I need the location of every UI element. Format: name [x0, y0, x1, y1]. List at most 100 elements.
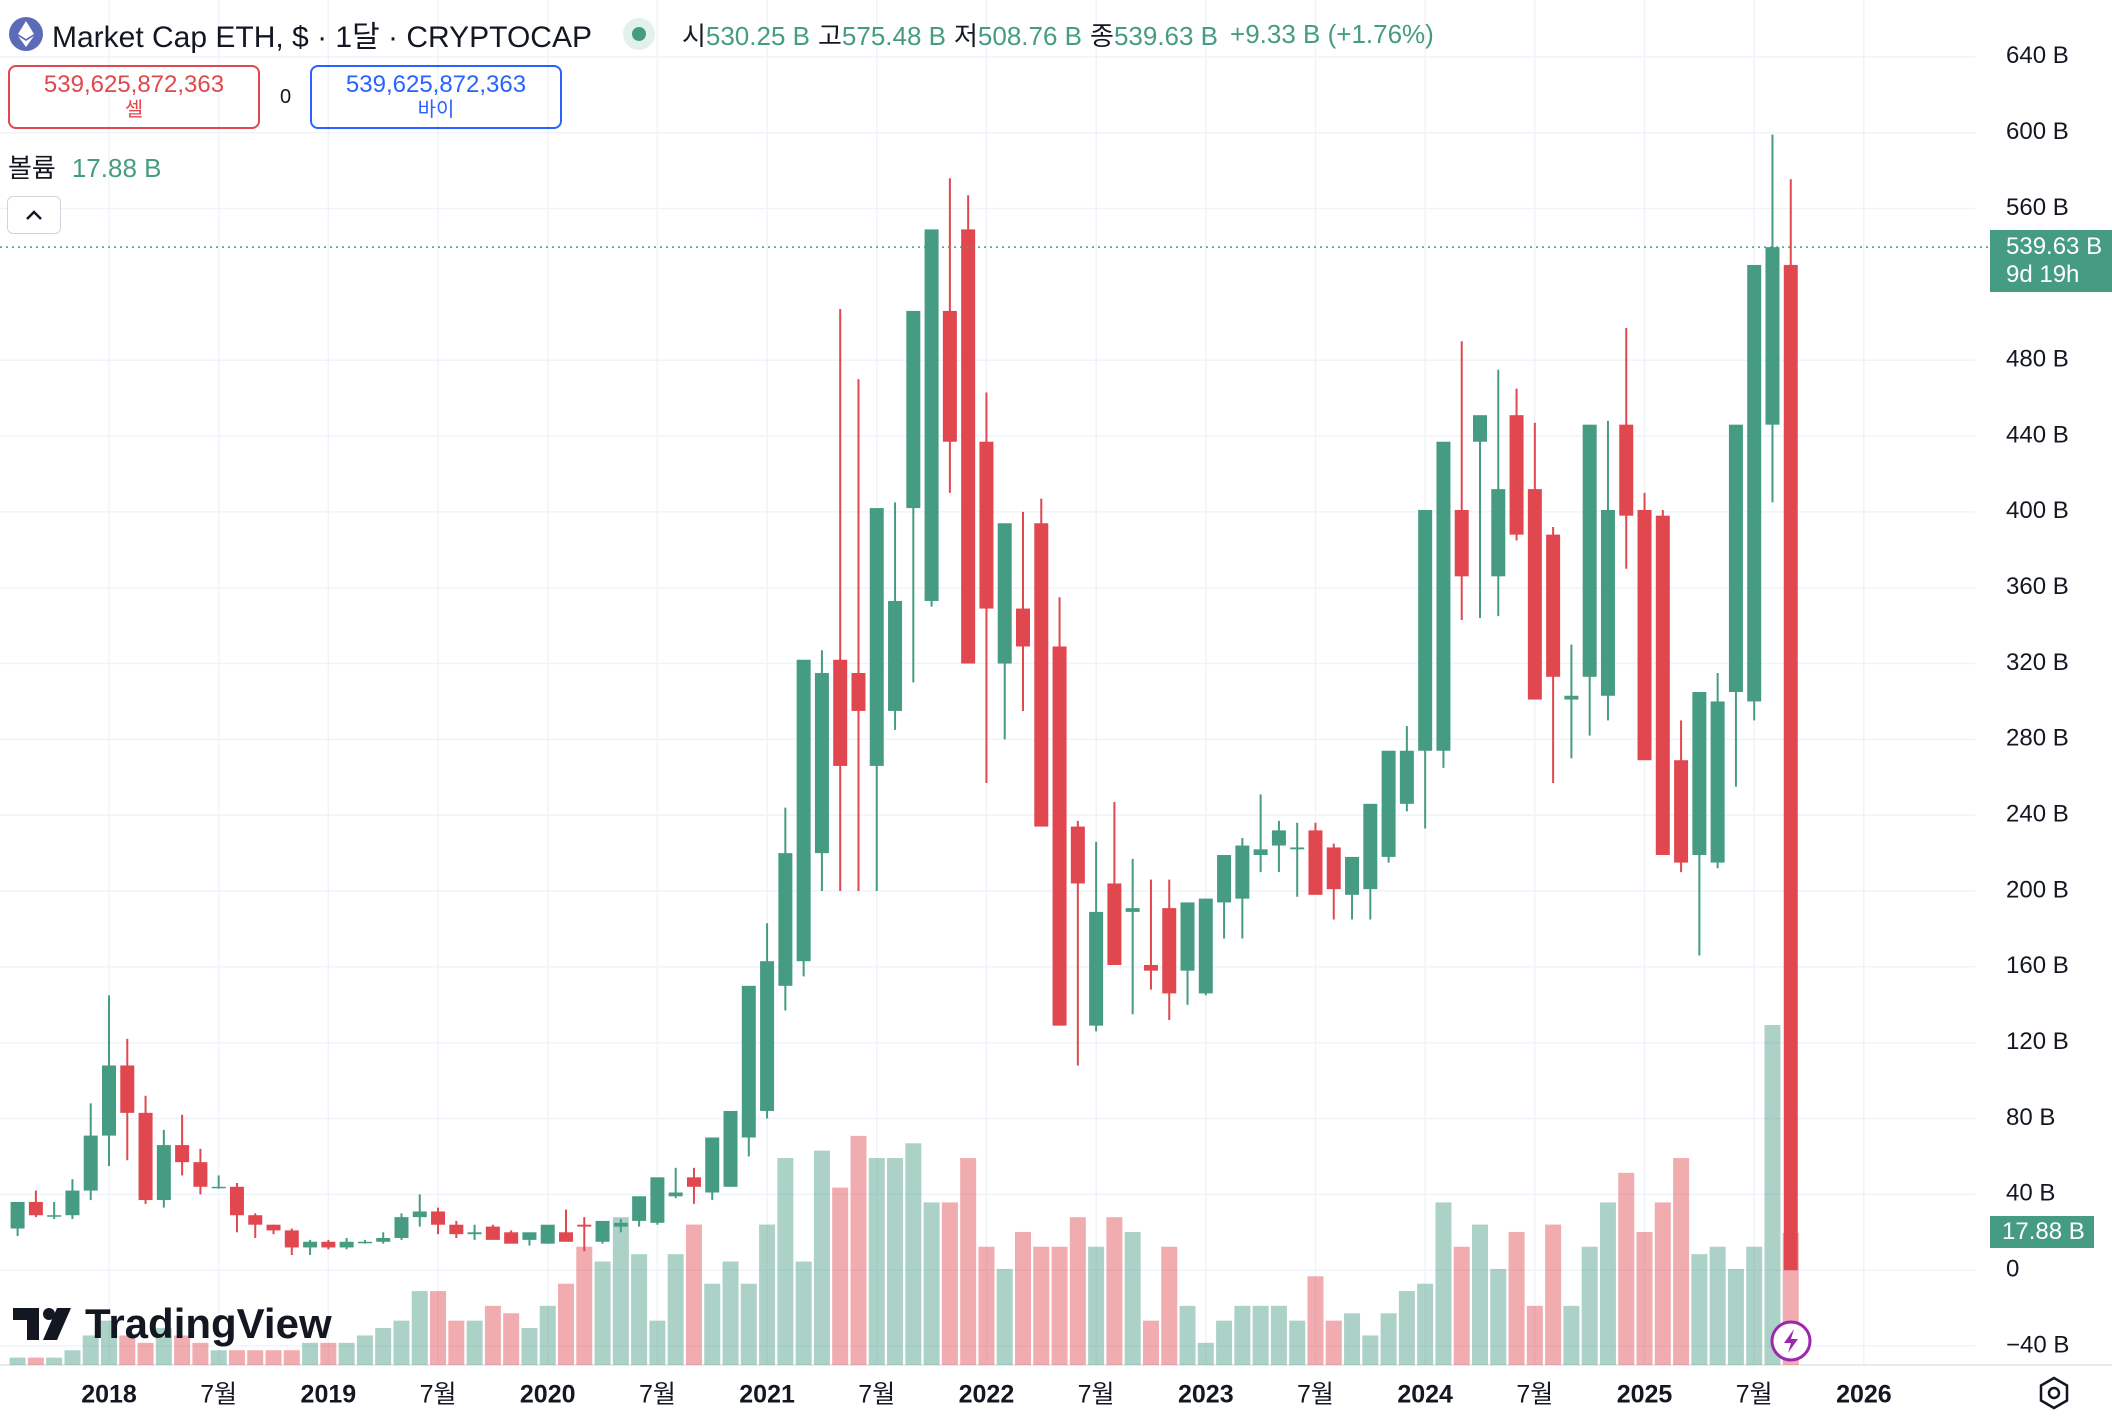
- x-tick-label: 2019: [301, 1381, 357, 1409]
- candle-body: [339, 1241, 354, 1248]
- y-tick-label: −40 B: [2006, 1331, 2069, 1358]
- candle-body: [833, 659, 848, 766]
- volume-tag: 17.88 B: [1990, 1216, 2094, 1248]
- candle-body: [1546, 534, 1561, 677]
- x-tick-label: 2020: [520, 1381, 576, 1409]
- volume-legend: 볼륨 17.88 B: [8, 148, 161, 185]
- volume-bar: [448, 1320, 465, 1365]
- candle-body: [120, 1065, 135, 1113]
- y-tick-label: 400 B: [2006, 497, 2069, 524]
- x-tick-label: 7월: [639, 1381, 676, 1409]
- volume-bar: [923, 1202, 940, 1365]
- status-dot: [622, 18, 655, 50]
- candle-body: [1655, 515, 1670, 856]
- volume-bar: [302, 1342, 319, 1365]
- volume-bar: [174, 1335, 191, 1365]
- volume-bar: [119, 1335, 136, 1365]
- price-tag: 539.63 B 9d 19h: [1990, 230, 2112, 292]
- volume-bar: [777, 1158, 794, 1365]
- eth-icon: [9, 17, 43, 51]
- candle-body: [1235, 845, 1250, 899]
- change: +9.33 B (+1.76%): [1230, 18, 1434, 49]
- x-tick-label: 2026: [1836, 1381, 1892, 1409]
- volume-bar: [722, 1261, 739, 1365]
- price-tag-value: 539.63 B: [2006, 233, 2103, 260]
- candle-body: [1783, 264, 1798, 1271]
- y-tick-label: 40 B: [2006, 1180, 2055, 1207]
- x-tick-label: 2022: [959, 1381, 1015, 1409]
- candle-body: [485, 1226, 500, 1240]
- volume-bar: [667, 1254, 684, 1365]
- candle-body: [1198, 898, 1213, 994]
- volume-bar: [576, 1246, 593, 1365]
- ohlc-value: 508.76 B: [977, 20, 1083, 51]
- logo-text: TradingView: [85, 1300, 332, 1347]
- volume-bar: [393, 1320, 410, 1365]
- candle-body: [522, 1232, 537, 1240]
- countdown: 9d 19h: [2006, 261, 2080, 288]
- volume-bar: [192, 1342, 209, 1365]
- volume-bar: [1417, 1283, 1434, 1365]
- y-tick-label: 0: [2006, 1256, 2019, 1283]
- ohlc-key: 종: [1090, 20, 1114, 51]
- candle-body: [997, 523, 1012, 664]
- volume-bar: [411, 1291, 428, 1365]
- candle-body: [1619, 424, 1634, 516]
- volume-bar: [503, 1313, 520, 1365]
- volume-bar: [1691, 1254, 1708, 1365]
- x-tick-label: 2024: [1397, 1381, 1453, 1409]
- x-tick-label: 7월: [1736, 1381, 1773, 1409]
- volume-bar: [228, 1350, 245, 1365]
- candle-body: [1747, 264, 1762, 702]
- volume-bar: [1124, 1231, 1141, 1365]
- candle-body: [1381, 750, 1396, 857]
- buy-button[interactable]: 539,625,872,363 바이: [310, 65, 562, 129]
- ohlc-value: 530.25 B: [705, 20, 810, 51]
- ohlc-key: 시: [681, 20, 706, 51]
- candle-body: [1143, 964, 1158, 971]
- volume-bar: [1289, 1320, 1306, 1365]
- y-tick-label: 320 B: [2006, 649, 2069, 676]
- volume-bar: [1344, 1313, 1361, 1365]
- candle-body: [321, 1241, 336, 1248]
- lightning-button[interactable]: [1770, 1320, 1812, 1362]
- volume-bar: [868, 1158, 885, 1365]
- candle-body: [467, 1232, 482, 1235]
- y-tick-label: 280 B: [2006, 725, 2069, 752]
- settings-button[interactable]: [2036, 1375, 2072, 1416]
- volume-bar: [1654, 1202, 1671, 1365]
- volume-bar: [9, 1357, 26, 1365]
- volume-bar: [375, 1328, 392, 1365]
- sell-button[interactable]: 539,625,872,363 셀: [8, 65, 260, 129]
- volume-bar: [941, 1202, 958, 1365]
- candle-body: [1728, 424, 1743, 692]
- candle-body: [1674, 760, 1689, 863]
- volume-bar: [1526, 1305, 1543, 1365]
- volume-bar: [704, 1283, 721, 1365]
- ohlc-item: 시530.25 B: [682, 16, 810, 53]
- candle-body: [431, 1211, 446, 1225]
- volume-bar: [82, 1335, 99, 1365]
- candle-body: [668, 1192, 683, 1197]
- y-tick-label: 120 B: [2006, 1028, 2069, 1055]
- x-tick-label: 7월: [1516, 1381, 1553, 1409]
- x-tick-label: 2025: [1617, 1381, 1673, 1409]
- candle-body: [1162, 908, 1177, 994]
- volume-bar: [1362, 1335, 1379, 1365]
- candle-body: [1692, 691, 1707, 856]
- candle-body: [28, 1201, 43, 1216]
- collapse-button[interactable]: [7, 196, 61, 234]
- candle-body: [1491, 489, 1506, 577]
- candle-body: [376, 1237, 391, 1242]
- y-tick-label: 560 B: [2006, 194, 2069, 221]
- volume-bar: [631, 1254, 648, 1365]
- y-tick-label: 80 B: [2006, 1104, 2055, 1131]
- candle-body: [1308, 830, 1323, 895]
- ohlc-key: 고: [817, 20, 842, 51]
- volume-bar: [1380, 1313, 1397, 1365]
- candle-body: [741, 985, 756, 1138]
- candle-body: [1016, 608, 1030, 647]
- candle-body: [723, 1110, 738, 1187]
- y-tick-label: 360 B: [2006, 573, 2069, 600]
- volume-bar: [521, 1328, 538, 1365]
